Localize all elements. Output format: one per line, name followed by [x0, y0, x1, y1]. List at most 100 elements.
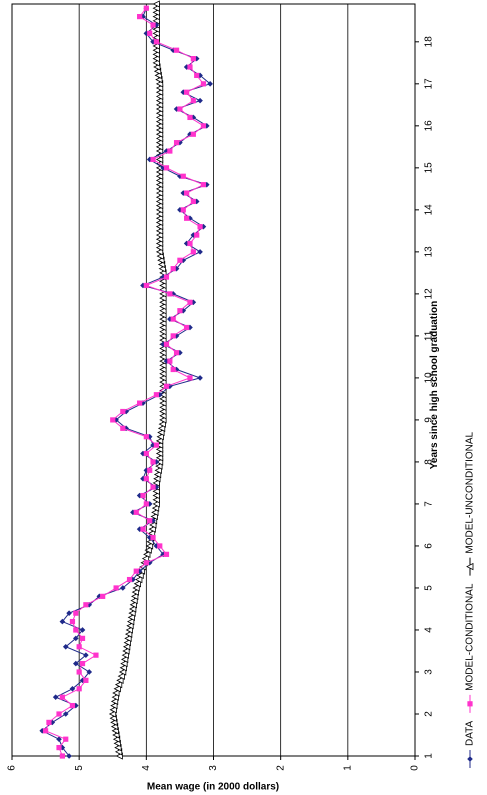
data-point [155, 117, 164, 126]
data-point [124, 634, 132, 643]
legend-item: MODEL-UNCONDITIONAL [465, 431, 476, 576]
data-point [143, 30, 150, 37]
data-point [113, 685, 121, 693]
data-point [131, 592, 139, 601]
data-point [126, 617, 135, 626]
data-point [144, 546, 152, 554]
data-point [69, 702, 76, 709]
data-point [155, 197, 164, 206]
data-point [140, 400, 146, 406]
data-point [173, 140, 180, 146]
series-model-conditional [42, 5, 207, 759]
data-point [159, 391, 167, 399]
data-point [200, 81, 207, 87]
data-point [170, 266, 176, 272]
data-point [150, 484, 156, 490]
data-point [167, 358, 173, 364]
data-point [147, 30, 153, 37]
data-point [194, 72, 200, 79]
data-point [56, 711, 62, 717]
data-point [180, 89, 187, 96]
data-point [163, 165, 170, 171]
data-point [155, 193, 164, 201]
data-point [155, 231, 164, 239]
data-point [155, 92, 164, 101]
data-point [150, 442, 156, 448]
legend-label: MODEL-UNCONDITIONAL [465, 431, 476, 553]
data-point [159, 395, 167, 403]
data-point [203, 123, 210, 129]
data-point [207, 81, 213, 87]
y-tick-label: 4 [141, 765, 152, 771]
data-point [59, 744, 66, 751]
gridlines [78, 4, 349, 756]
data-point [159, 378, 167, 386]
data-point [155, 248, 164, 256]
data-point [200, 223, 207, 230]
data-point [133, 580, 142, 588]
data-point [136, 526, 143, 532]
data-point [153, 392, 160, 398]
series-model-unconditional [108, 0, 167, 760]
data-point [163, 274, 170, 280]
data-point [69, 618, 76, 625]
data-point [135, 575, 143, 584]
data-point [155, 143, 164, 151]
data-point [143, 560, 149, 566]
data-point [159, 365, 167, 374]
data-point [116, 676, 124, 685]
data-point [190, 98, 196, 104]
data-point [187, 114, 193, 121]
data-point [150, 39, 156, 45]
data-point [173, 350, 180, 356]
data-point [159, 315, 167, 323]
data-point [177, 308, 183, 314]
data-point [147, 529, 156, 537]
y-tick-label: 1 [342, 765, 353, 771]
legend-label: DATA [465, 720, 476, 746]
data-point [155, 227, 164, 235]
x-axis-title: Years since high school graduation [429, 301, 440, 469]
data-point [159, 281, 167, 290]
data-point [62, 711, 69, 717]
data-point [153, 470, 162, 479]
data-point [184, 89, 190, 95]
data-point [159, 332, 167, 340]
data-point [155, 437, 164, 445]
y-tick-label: 5 [74, 765, 85, 771]
data-point [152, 0, 160, 8]
data-point [66, 610, 72, 616]
data-point [155, 122, 164, 130]
data-point [83, 652, 89, 658]
data-point [143, 434, 149, 440]
x-tick-label: 10 [424, 372, 435, 384]
x-tick-label: 3 [424, 669, 435, 675]
data-point [190, 114, 197, 121]
data-point [146, 433, 153, 440]
data-point [119, 664, 127, 672]
data-point [145, 542, 154, 550]
y-tick-label: 0 [410, 765, 421, 771]
data-point [153, 442, 160, 448]
data-point [197, 224, 203, 230]
data-point [155, 126, 164, 134]
data-point [108, 710, 117, 718]
data-point [140, 492, 146, 499]
data-point [154, 466, 162, 474]
data-point [155, 84, 164, 92]
data-point [200, 123, 207, 129]
data-point [159, 302, 167, 311]
x-tick-label: 5 [424, 585, 435, 591]
data-point [150, 512, 158, 521]
data-point [159, 328, 167, 336]
x-tick-label: 1 [424, 753, 435, 759]
data-point [100, 593, 106, 599]
data-point [159, 323, 167, 332]
data-point [129, 605, 137, 613]
data-point [110, 417, 116, 423]
data-point [152, 54, 160, 63]
data-point [159, 311, 167, 319]
data-point [180, 190, 187, 196]
data-point [79, 677, 86, 684]
legend-marker [467, 701, 473, 707]
